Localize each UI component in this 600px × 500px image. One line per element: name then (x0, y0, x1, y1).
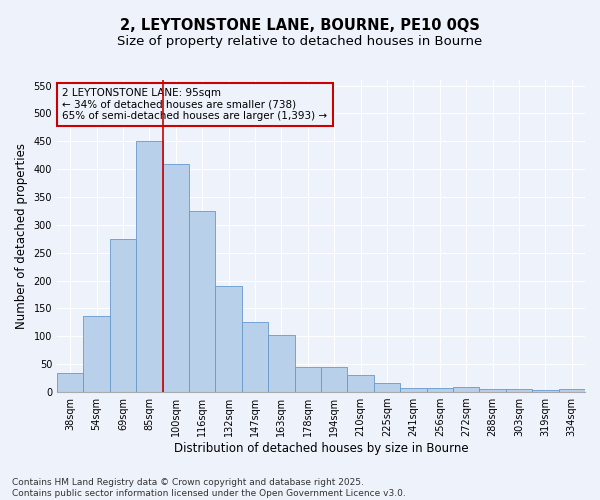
Bar (163, 164, 189, 392)
Bar (57, 372, 83, 392)
Bar (136, 142, 163, 392)
Bar (295, 367, 321, 392)
Bar (400, 388, 427, 392)
Text: 2, LEYTONSTONE LANE, BOURNE, PE10 0QS: 2, LEYTONSTONE LANE, BOURNE, PE10 0QS (120, 18, 480, 32)
Bar (427, 388, 453, 392)
Bar (110, 239, 136, 392)
Y-axis label: Number of detached properties: Number of detached properties (15, 143, 28, 329)
Bar (559, 390, 585, 392)
Bar (189, 211, 215, 392)
Bar (506, 390, 532, 392)
X-axis label: Distribution of detached houses by size in Bourne: Distribution of detached houses by size … (174, 442, 469, 455)
Bar (321, 367, 347, 392)
Bar (215, 286, 242, 392)
Bar (347, 376, 374, 392)
Bar (268, 334, 295, 392)
Bar (374, 382, 400, 392)
Bar (242, 322, 268, 392)
Text: Contains HM Land Registry data © Crown copyright and database right 2025.
Contai: Contains HM Land Registry data © Crown c… (12, 478, 406, 498)
Bar (479, 390, 506, 392)
Bar (453, 386, 479, 392)
Text: 2 LEYTONSTONE LANE: 95sqm
← 34% of detached houses are smaller (738)
65% of semi: 2 LEYTONSTONE LANE: 95sqm ← 34% of detac… (62, 88, 328, 121)
Bar (532, 390, 559, 392)
Bar (83, 316, 110, 392)
Text: Size of property relative to detached houses in Bourne: Size of property relative to detached ho… (118, 35, 482, 48)
